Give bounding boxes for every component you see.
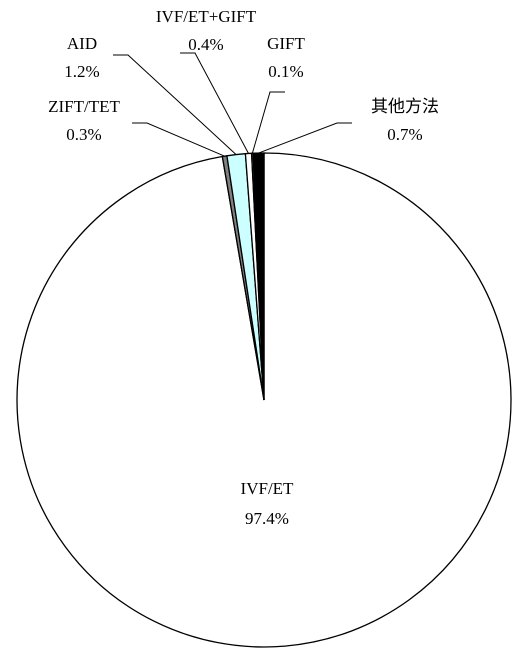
slice-value-label: 0.3% bbox=[66, 125, 101, 144]
leader-line bbox=[251, 91, 285, 154]
slice-label: IVF/ET+GIFT bbox=[156, 7, 257, 26]
leader-line bbox=[132, 122, 225, 157]
slice-value-label: 0.1% bbox=[268, 62, 303, 81]
slice-label: IVF/ET bbox=[241, 479, 295, 498]
leader-line bbox=[180, 52, 249, 154]
slice-value-label: 0.7% bbox=[387, 125, 422, 144]
slice-value-label: 0.4% bbox=[188, 35, 223, 54]
leader-line bbox=[258, 122, 352, 154]
leader-line bbox=[113, 54, 237, 155]
slice-label: ZIFT/TET bbox=[48, 97, 120, 116]
slice-value-label: 1.2% bbox=[64, 62, 99, 81]
slice-label: AID bbox=[67, 34, 97, 53]
slice-label: 其他方法 bbox=[371, 97, 439, 116]
slice-value-label: 97.4% bbox=[245, 509, 289, 528]
slice-label: GIFT bbox=[267, 34, 305, 53]
